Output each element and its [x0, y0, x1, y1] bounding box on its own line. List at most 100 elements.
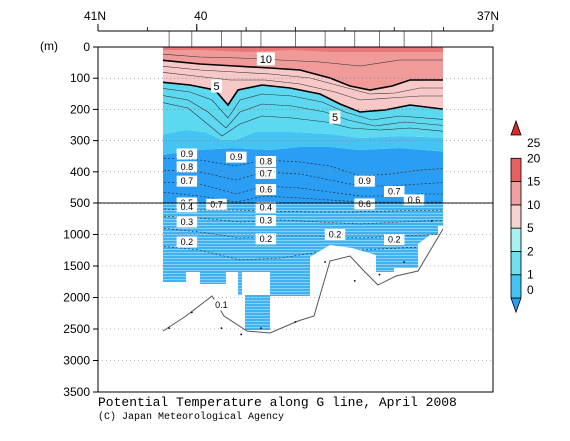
copyright-notice: (C) Japan Meteorological Agency	[98, 412, 285, 423]
contour-label-box	[354, 198, 375, 210]
y-tick-label: 300	[70, 134, 90, 148]
contour-label-box	[255, 167, 277, 179]
contour-label: 0.4	[181, 202, 194, 212]
contour-label: 0.9	[181, 149, 194, 159]
contour-label: 0.7	[210, 199, 223, 209]
band-0-1-deep	[163, 203, 443, 330]
band-1-2	[163, 130, 443, 155]
colorbar-label: 15	[527, 175, 541, 189]
contour-label-box	[176, 175, 198, 187]
colorbar-segment	[510, 204, 522, 229]
station-bottom-point	[294, 320, 297, 323]
station-bottom-point	[324, 261, 327, 263]
contour-label-box	[255, 156, 277, 168]
station-bottom-point	[403, 261, 406, 263]
contour-label-box	[384, 185, 405, 197]
band-15-20	[163, 47, 443, 52]
station-bottom-point	[353, 280, 356, 282]
colorbar-label: 5	[527, 221, 534, 235]
contour-label: 0.9	[230, 152, 243, 162]
contour-label: 0.9	[358, 176, 371, 186]
contour-label: 0.2	[181, 237, 194, 247]
latitude-tick-label: 41N	[84, 9, 106, 23]
y-tick-label: 1000	[63, 228, 90, 242]
y-axis: 0 100 200 300 400 500 1000 1500 2000 2500 3000 3500	[63, 40, 98, 399]
contour-label-box	[176, 201, 198, 213]
station-bottom-point	[430, 220, 433, 222]
colorbar-segment	[510, 251, 522, 276]
colorbar-segment	[510, 274, 522, 299]
contour-label: 5	[332, 112, 338, 124]
y-tick-label: 1500	[63, 259, 90, 273]
colorbar-label: 25	[527, 136, 541, 150]
contour-label-box	[206, 198, 227, 210]
colorbar-label: 2	[527, 244, 534, 258]
plot-frame	[97, 46, 494, 393]
y-tick-label: 500	[70, 196, 90, 210]
contour-label: 0.1	[215, 300, 228, 310]
colorbar-label: 20	[527, 151, 541, 165]
latitude-tick-label: 40	[194, 9, 208, 23]
contour-label: 0.7	[260, 168, 273, 178]
contour-label-box	[255, 215, 277, 227]
station-bottom-point	[378, 273, 381, 276]
colorbar-segment	[510, 227, 522, 252]
station-markers	[168, 31, 433, 336]
colorbar-label: 10	[527, 198, 541, 212]
contour-label: 0.6	[408, 195, 421, 205]
contour-label-box	[384, 234, 405, 246]
contour-label-box	[176, 161, 198, 173]
latitude-tick-label: 37N	[477, 9, 499, 23]
y-tick-label: 3000	[63, 354, 90, 368]
colorbar-segment	[510, 157, 522, 182]
contour-label: 0.8	[181, 162, 194, 172]
contour-label-box	[354, 175, 375, 187]
station-bottom-point	[260, 327, 262, 330]
y-tick-label: 200	[70, 102, 90, 116]
contour-label-box	[403, 194, 425, 206]
y-tick-label: 3500	[63, 385, 90, 399]
colorbar-upper-triangle	[510, 119, 522, 136]
contour-label-box	[176, 148, 198, 160]
station-bottom-point	[190, 311, 193, 314]
temperature-field	[163, 47, 443, 330]
isotherms-thin	[163, 53, 443, 137]
y-tick-label: 100	[70, 71, 90, 85]
contour-label: 0.2	[260, 234, 273, 244]
y-tick-label: 2000	[63, 291, 90, 305]
chart-title: Potential Temperature along G line, Apri…	[98, 395, 457, 410]
contour-label: 0.3	[260, 216, 273, 226]
contour-label: 0.6	[260, 185, 273, 195]
contour-label: 10	[260, 54, 272, 66]
contour-label-box	[329, 110, 341, 124]
contour-label: 0.4	[260, 202, 273, 212]
station-bottom-point	[240, 333, 243, 336]
contour-label-box	[211, 299, 232, 311]
contour-label: 0.2	[388, 235, 401, 245]
contour-label: 0.6	[358, 199, 371, 209]
contour-label-box	[211, 79, 222, 93]
contour-label-box	[226, 151, 247, 163]
station-bottom-point	[220, 327, 223, 330]
y-axis-unit-label: (m)	[40, 39, 58, 53]
colorbar-segment	[510, 181, 522, 206]
contour-label: 0.8	[260, 157, 273, 167]
colorbar-lower-triangle	[510, 297, 522, 314]
colorbar-label: 1	[527, 268, 534, 282]
contour-label-box	[256, 52, 275, 66]
y-tick-label: 0	[83, 40, 90, 54]
contour-label-box	[255, 184, 277, 196]
y-tick-label: 400	[70, 165, 90, 179]
contour-label: 5	[213, 81, 219, 93]
contour-label: 0.7	[181, 176, 194, 186]
contour-label: 0.3	[181, 217, 194, 227]
latitude-axis: 41N 40 37N	[84, 9, 499, 31]
y-tick-label: 2500	[63, 322, 90, 336]
contour-label-box	[255, 233, 277, 245]
contour-label: 0.7	[388, 186, 401, 196]
station-bottom-point	[168, 327, 171, 330]
colorbar-label: 0	[527, 283, 534, 297]
